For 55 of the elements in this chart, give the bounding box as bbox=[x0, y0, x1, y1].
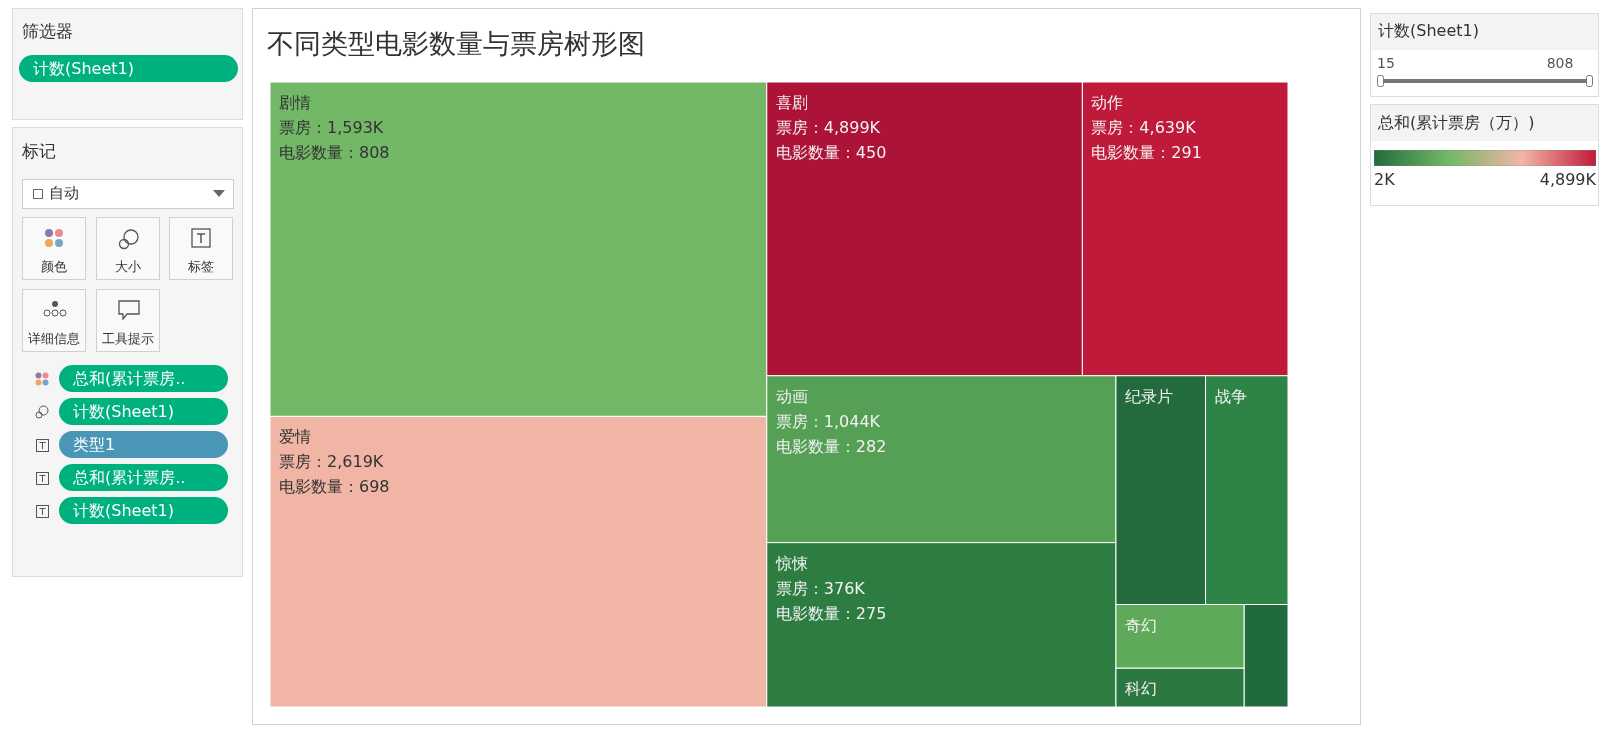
text: 15 bbox=[1377, 55, 1395, 71]
data-label: 808 bbox=[359, 143, 390, 162]
text: 类型1 bbox=[59, 431, 228, 458]
text: 计数(Sheet1) bbox=[1378, 21, 1479, 42]
text: 票房： bbox=[1091, 118, 1140, 137]
category-label: 惊悚 bbox=[774, 553, 808, 573]
text: 电影数量： bbox=[775, 143, 856, 162]
data-label: 2,619K bbox=[327, 452, 384, 472]
data-label: 1,044K bbox=[823, 411, 881, 431]
text: 标签 bbox=[187, 258, 215, 276]
category-label: 战争 bbox=[1214, 386, 1247, 406]
text: 详细信息 bbox=[27, 330, 81, 348]
text: 工具提示 bbox=[101, 330, 155, 348]
category-label: 剧情 bbox=[279, 93, 311, 112]
text: 808 bbox=[1546, 55, 1574, 71]
text: 总和(累计票房.. bbox=[59, 464, 228, 491]
data-label: 698 bbox=[359, 477, 390, 497]
text: 电影数量： bbox=[775, 603, 856, 623]
data-label: 450 bbox=[855, 143, 887, 162]
text: 大小 bbox=[114, 258, 142, 276]
category-label: 动画 bbox=[775, 386, 808, 406]
text: 不同类型电影数量与票房树形图 bbox=[267, 27, 645, 61]
text: 计数(Sheet1) bbox=[59, 497, 228, 524]
category-label: 喜剧 bbox=[775, 93, 808, 112]
text: 票房： bbox=[775, 411, 824, 431]
data-label: 275 bbox=[855, 603, 887, 623]
text: 票房： bbox=[279, 452, 327, 472]
text: 2K bbox=[1374, 170, 1395, 189]
text: 筛选器 bbox=[22, 20, 73, 43]
data-label: 4,639K bbox=[1139, 118, 1197, 137]
data-label: 1,593K bbox=[327, 118, 384, 137]
text: 票房： bbox=[775, 118, 824, 137]
color-bar-title: 总和(累计票房（万）) bbox=[1378, 113, 1535, 134]
data-label: 291 bbox=[1171, 143, 1202, 162]
data-label: 4,899K bbox=[823, 118, 881, 137]
category-label: 纪录片 bbox=[1124, 386, 1173, 406]
text: 电影数量： bbox=[775, 436, 856, 456]
text: 总和(累计票房.. bbox=[59, 365, 228, 392]
text: 电影数量： bbox=[279, 477, 359, 497]
category-label: 爱情 bbox=[279, 427, 311, 447]
text: 电影数量： bbox=[279, 143, 359, 162]
category-label: 科幻 bbox=[1124, 679, 1157, 699]
text: 电影数量： bbox=[1091, 143, 1172, 162]
text: 计数(Sheet1) bbox=[19, 55, 238, 82]
data-label: 376K bbox=[823, 578, 866, 598]
text: 自动 bbox=[49, 184, 79, 203]
text: 标记 bbox=[22, 140, 56, 163]
category-label: 奇幻 bbox=[1124, 615, 1157, 635]
text: 4,899K bbox=[1539, 170, 1596, 189]
text: 票房： bbox=[775, 578, 824, 598]
text: 颜色 bbox=[40, 258, 68, 276]
data-label: 282 bbox=[855, 436, 887, 456]
category-label: 动作 bbox=[1091, 93, 1124, 112]
series-label: 票房： bbox=[279, 118, 327, 137]
text: 计数(Sheet1) bbox=[59, 398, 228, 425]
